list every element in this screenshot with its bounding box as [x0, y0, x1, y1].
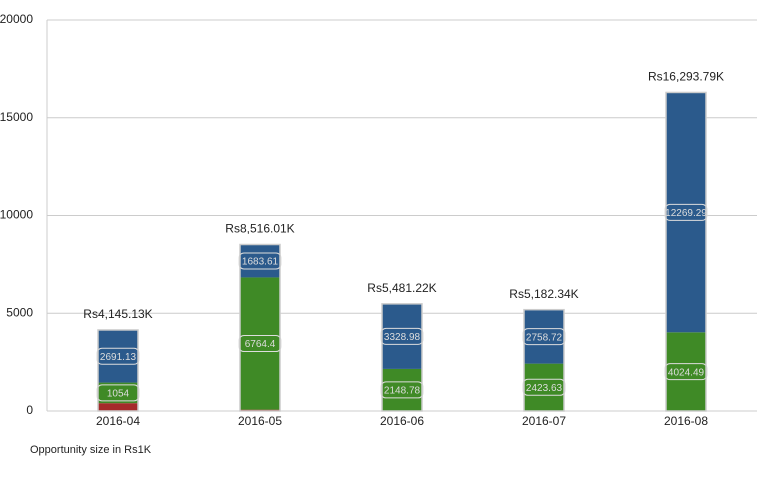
y-tick-label: 0 [26, 403, 33, 417]
label-box [380, 327, 424, 345]
segment-label: 2758.72 [526, 332, 563, 343]
label-box [380, 381, 424, 399]
label-box [522, 378, 566, 396]
y-tick-label: 15000 [0, 110, 33, 124]
label-box [96, 384, 140, 402]
label-box [522, 328, 566, 346]
total-label: Rs16,293.79K [648, 70, 724, 84]
label-box [664, 203, 708, 221]
x-tick-label: 2016-08 [664, 414, 708, 428]
segment-label: 2691.13 [100, 352, 137, 363]
bar-outline [381, 303, 423, 412]
bar-outline [665, 91, 707, 412]
segment-label: 4024.49 [668, 367, 705, 378]
segment-label: 6764.4 [245, 339, 276, 350]
y-tick-label: 20000 [0, 12, 33, 26]
footnote: Opportunity size in Rs1K [30, 444, 152, 456]
y-tick-label: 5000 [6, 305, 33, 319]
total-label: Rs4,145.13K [83, 307, 152, 321]
label-box [238, 335, 282, 353]
bar-outline [97, 329, 139, 412]
label-box [96, 347, 140, 365]
segment-label: 2148.78 [384, 386, 421, 397]
segment-label: 12269.29 [665, 208, 707, 219]
segment-label: 1054 [107, 389, 130, 400]
label-box [664, 363, 708, 381]
segment-label: 3328.98 [384, 332, 421, 343]
x-tick-label: 2016-04 [96, 414, 140, 428]
total-label: Rs5,182.34K [509, 287, 578, 301]
segment-label: 1683.61 [242, 257, 279, 268]
segment-label: 2423.63 [526, 383, 563, 394]
label-box [238, 252, 282, 270]
bar-outline [523, 308, 565, 412]
x-tick-label: 2016-06 [380, 414, 424, 428]
bar-segment [98, 403, 138, 411]
total-label: Rs8,516.01K [225, 222, 294, 236]
bar-outline [239, 243, 281, 412]
x-tick-label: 2016-05 [238, 414, 282, 428]
y-tick-label: 10000 [0, 208, 33, 222]
total-label: Rs5,481.22K [367, 281, 436, 295]
x-tick-label: 2016-07 [522, 414, 566, 428]
